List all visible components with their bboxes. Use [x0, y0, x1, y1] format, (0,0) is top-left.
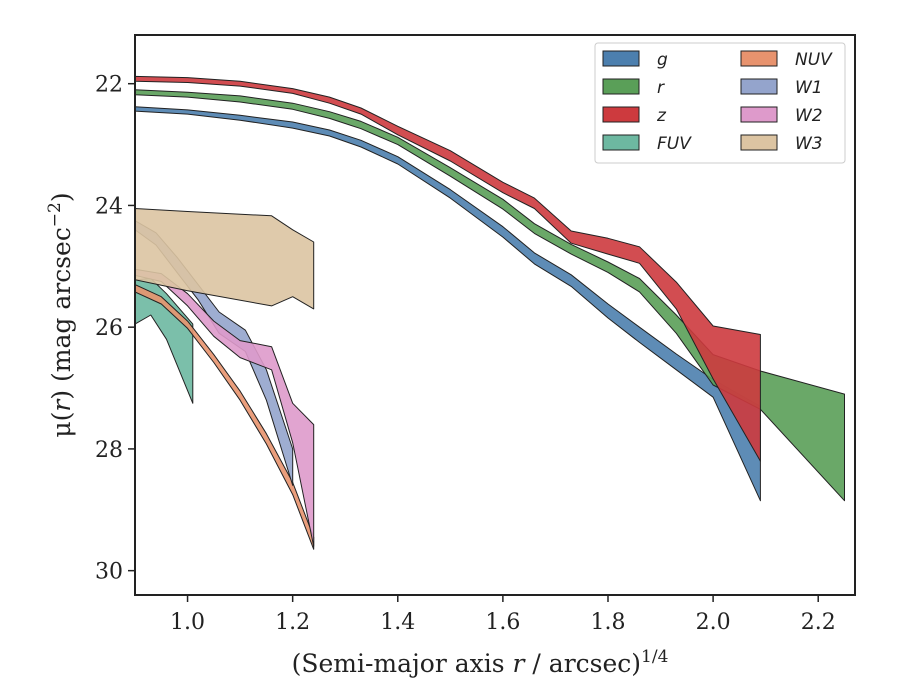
x-tick-label: 1.6	[485, 610, 520, 635]
y-tick-label: 26	[95, 316, 123, 341]
legend-swatch-nuv	[740, 50, 778, 67]
y-tick-label: 30	[95, 560, 123, 585]
legend-swatch-z	[602, 106, 640, 123]
x-tick-label: 1.0	[170, 610, 205, 635]
band-z	[135, 75, 761, 462]
y-tick-label: 28	[95, 438, 123, 463]
legend-label-r: r	[657, 78, 665, 98]
legend-label-z: z	[656, 106, 667, 126]
legend-label-g: g	[657, 50, 668, 70]
legend: grz FUV NUV W1 W2 W3	[594, 42, 846, 164]
x-tick-label: 2.2	[801, 610, 836, 635]
legend-swatch-fuv	[602, 134, 640, 151]
y-tick-label: 24	[95, 194, 123, 219]
legend-label-fuv: FUV	[657, 134, 692, 154]
legend-swatch-r	[602, 78, 640, 95]
legend-label-w3: W3	[795, 134, 823, 154]
band-r	[135, 89, 845, 502]
band-g	[135, 106, 761, 502]
y-axis-ticks: 22 24 26 28 30	[95, 73, 135, 585]
x-tick-label: 1.8	[590, 610, 625, 635]
x-axis-label: (Semi-major axis r / arcsec)1/4	[292, 647, 669, 678]
legend-label-nuv: NUV	[795, 50, 833, 70]
band-w3	[135, 208, 315, 310]
legend-label-w2: W2	[795, 106, 823, 126]
legend-frame	[594, 42, 846, 164]
plot-frame	[134, 34, 856, 596]
legend-swatch-g	[602, 50, 640, 67]
series-bands	[135, 75, 845, 550]
x-axis-ticks: 1.0 1.2 1.4 1.6 1.8 2.0 2.2	[170, 595, 836, 635]
legend-swatch-w2	[740, 106, 778, 123]
y-axis-label: μ(r) (mag arcsec−2)	[45, 192, 76, 437]
band-nuv	[135, 284, 315, 550]
legend-swatch-w3	[740, 134, 778, 151]
legend-swatch-w1	[740, 78, 778, 95]
y-tick-label: 22	[95, 73, 123, 98]
legend-label-w1: W1	[795, 78, 823, 98]
x-tick-label: 2.0	[696, 610, 731, 635]
x-tick-label: 1.4	[380, 610, 415, 635]
band-w2	[135, 268, 315, 547]
x-tick-label: 1.2	[275, 610, 310, 635]
